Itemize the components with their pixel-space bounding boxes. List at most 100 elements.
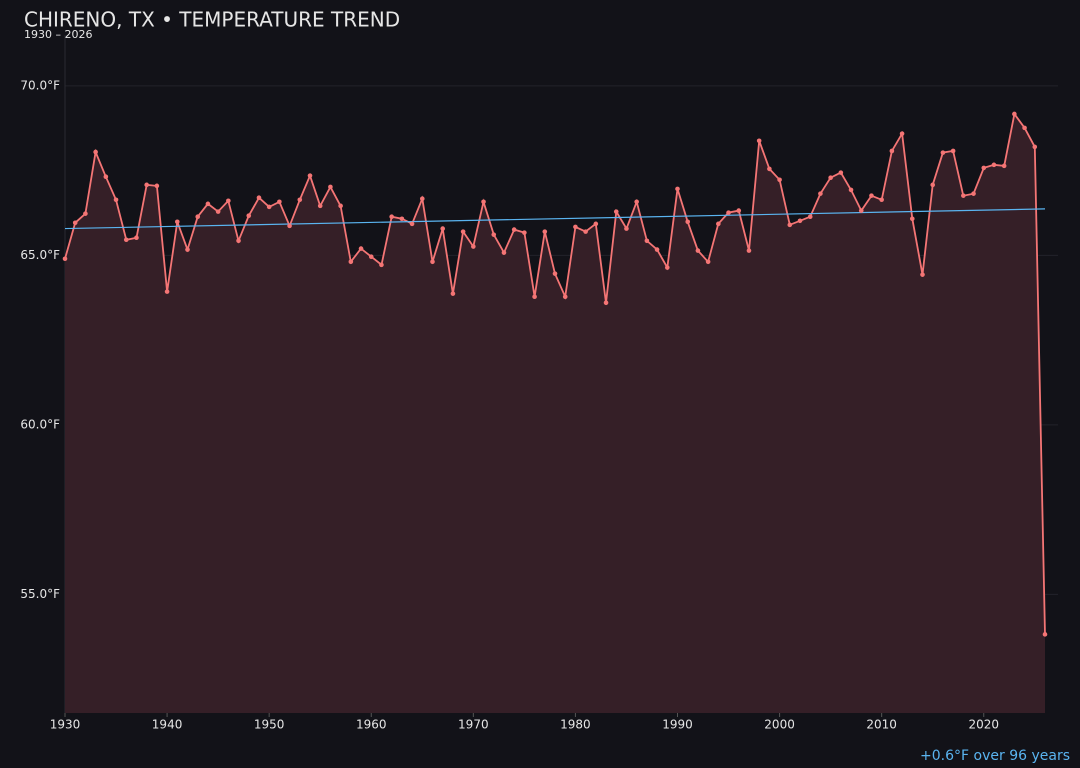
point — [603, 300, 609, 306]
point — [368, 254, 374, 260]
x-tick-label: 2000 — [764, 718, 795, 732]
x-tick-label: 1970 — [458, 718, 489, 732]
point — [858, 208, 864, 213]
point — [705, 259, 711, 265]
point — [991, 162, 997, 168]
point — [195, 214, 201, 220]
point — [348, 259, 354, 265]
point — [552, 271, 558, 276]
point — [103, 174, 109, 180]
point — [624, 226, 629, 231]
point — [317, 203, 323, 209]
point — [828, 175, 833, 181]
point — [930, 182, 936, 188]
point — [113, 197, 119, 203]
x-tick-label: 1990 — [662, 718, 693, 732]
point — [491, 232, 497, 237]
x-tick-label: 1980 — [560, 718, 591, 732]
point — [338, 203, 343, 209]
point — [961, 193, 966, 198]
y-tick-label: 65.0°F — [20, 248, 60, 262]
point — [532, 294, 537, 300]
point — [1012, 111, 1017, 117]
y-tick-label: 60.0°F — [20, 417, 60, 431]
point — [1022, 125, 1027, 131]
point — [573, 224, 578, 230]
point — [409, 221, 415, 227]
point — [266, 204, 272, 210]
point — [971, 191, 976, 196]
point — [174, 219, 180, 225]
x-tick-label: 1940 — [152, 718, 183, 732]
point — [246, 213, 252, 218]
point — [695, 248, 701, 253]
point — [256, 195, 262, 201]
x-tick-label: 2020 — [968, 718, 999, 732]
point — [950, 148, 956, 154]
point — [399, 216, 405, 222]
point — [848, 187, 854, 193]
point — [460, 229, 466, 234]
point — [297, 197, 303, 203]
point — [634, 199, 639, 205]
point — [185, 247, 190, 252]
point — [899, 131, 905, 136]
point — [430, 259, 435, 265]
point — [767, 166, 772, 172]
point — [226, 198, 231, 204]
point — [154, 183, 160, 189]
point — [358, 246, 364, 251]
point — [379, 262, 384, 268]
point — [981, 165, 987, 171]
trend-line — [64, 208, 1046, 230]
point — [736, 208, 742, 213]
point — [164, 289, 170, 294]
point — [644, 238, 650, 244]
point — [205, 201, 211, 207]
point — [481, 199, 486, 205]
chart-title: CHIRENO, TX • TEMPERATURE TREND — [24, 8, 400, 32]
point — [593, 221, 599, 227]
chart-subtitle: 1930 – 2026 — [24, 28, 92, 41]
point — [389, 214, 394, 220]
point — [62, 256, 68, 262]
y-tick-label: 70.0°F — [20, 78, 60, 92]
trend-annotation: +0.6°F over 96 years — [920, 748, 1070, 764]
point — [909, 216, 915, 222]
point — [675, 186, 680, 192]
point — [583, 229, 588, 234]
point — [838, 170, 844, 175]
point — [777, 177, 782, 183]
point — [818, 191, 823, 196]
point — [501, 250, 507, 255]
point — [236, 238, 241, 244]
point — [920, 272, 925, 277]
point — [726, 210, 731, 215]
point — [787, 222, 793, 228]
point — [144, 182, 149, 188]
point — [123, 237, 129, 243]
point — [307, 173, 313, 178]
point — [1042, 632, 1048, 637]
point — [664, 265, 670, 270]
point — [869, 193, 874, 198]
point — [797, 218, 803, 224]
point — [215, 209, 221, 214]
point — [562, 294, 568, 300]
point — [613, 209, 619, 214]
point — [450, 291, 456, 296]
point — [716, 221, 721, 227]
x-tick-label: 1950 — [254, 718, 285, 732]
point — [522, 230, 527, 235]
x-tick-label: 1930 — [50, 718, 81, 732]
point — [287, 223, 292, 229]
point — [1001, 163, 1007, 169]
point — [93, 149, 98, 155]
area — [65, 114, 1045, 713]
point — [879, 197, 884, 203]
point — [1032, 144, 1038, 150]
point — [471, 244, 476, 249]
point — [889, 148, 895, 154]
